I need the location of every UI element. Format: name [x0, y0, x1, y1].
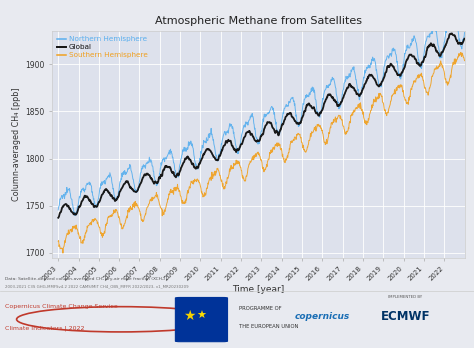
Text: Climate Indicators | 2022: Climate Indicators | 2022	[5, 325, 84, 331]
Legend: Northern Hemisphere, Global, Southern Hemisphere: Northern Hemisphere, Global, Southern He…	[56, 35, 149, 60]
Text: THE EUROPEAN UNION: THE EUROPEAN UNION	[239, 324, 299, 329]
Text: ★: ★	[183, 309, 196, 323]
Text: 2003-2021 C3S GHG-MMFSv4.2 2022 CAMS/MIT CH4_OBS_MFFR 2022/2023, v1_MR20230209: 2003-2021 C3S GHG-MMFSv4.2 2022 CAMS/MIT…	[5, 284, 188, 288]
Text: Copernicus Climate Change Service: Copernicus Climate Change Service	[5, 304, 118, 309]
Text: PROGRAMME OF: PROGRAMME OF	[239, 307, 282, 311]
FancyBboxPatch shape	[175, 298, 228, 342]
Title: Atmospheric Methane from Satellites: Atmospheric Methane from Satellites	[155, 16, 362, 26]
Text: ECMWF: ECMWF	[381, 310, 430, 323]
Text: Data: Satellite-derived column-averaged CH₄ dry-air mole fraction (XCH₄): Data: Satellite-derived column-averaged …	[5, 277, 165, 281]
Text: copernicus: copernicus	[295, 312, 350, 321]
Text: IMPLEMENTED BY: IMPLEMENTED BY	[388, 295, 422, 300]
Text: ★: ★	[196, 311, 207, 322]
X-axis label: Time [year]: Time [year]	[232, 285, 284, 294]
Y-axis label: Column-averaged CH₄ [ppb]: Column-averaged CH₄ [ppb]	[12, 88, 21, 201]
